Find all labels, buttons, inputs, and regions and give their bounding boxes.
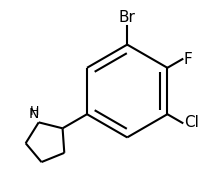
Text: N: N xyxy=(29,107,39,121)
Text: H: H xyxy=(29,105,39,118)
Text: F: F xyxy=(184,52,192,67)
Text: Br: Br xyxy=(119,11,136,25)
Text: Cl: Cl xyxy=(184,115,199,130)
